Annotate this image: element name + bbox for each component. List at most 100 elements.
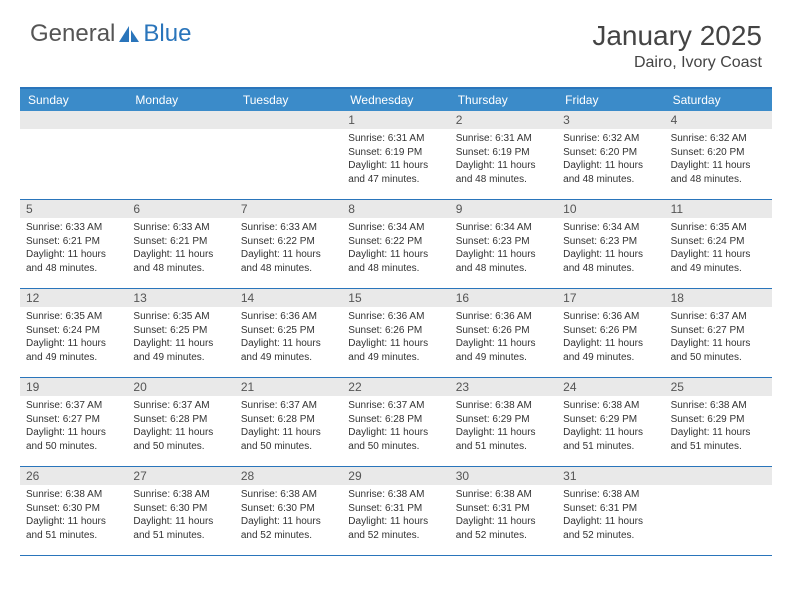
day-cell: 9Sunrise: 6:34 AMSunset: 6:23 PMDaylight… <box>450 200 557 288</box>
day-cell: 8Sunrise: 6:34 AMSunset: 6:22 PMDaylight… <box>342 200 449 288</box>
day-cell: 16Sunrise: 6:36 AMSunset: 6:26 PMDayligh… <box>450 289 557 377</box>
day-number: 13 <box>127 289 234 307</box>
day-number: 1 <box>342 111 449 129</box>
day-number: 4 <box>665 111 772 129</box>
day-details: Sunrise: 6:38 AMSunset: 6:29 PMDaylight:… <box>557 396 664 456</box>
day-number: 7 <box>235 200 342 218</box>
day-cell: 4Sunrise: 6:32 AMSunset: 6:20 PMDaylight… <box>665 111 772 199</box>
day-number: 28 <box>235 467 342 485</box>
day-number: 26 <box>20 467 127 485</box>
empty-day-number <box>127 111 234 129</box>
day-number: 18 <box>665 289 772 307</box>
month-title: January 2025 <box>592 20 762 52</box>
empty-day-number <box>235 111 342 129</box>
day-cell: 27Sunrise: 6:38 AMSunset: 6:30 PMDayligh… <box>127 467 234 555</box>
day-details: Sunrise: 6:38 AMSunset: 6:30 PMDaylight:… <box>127 485 234 545</box>
day-number: 3 <box>557 111 664 129</box>
day-number: 9 <box>450 200 557 218</box>
day-cell: 22Sunrise: 6:37 AMSunset: 6:28 PMDayligh… <box>342 378 449 466</box>
weeks-container: 1Sunrise: 6:31 AMSunset: 6:19 PMDaylight… <box>20 111 772 556</box>
day-cell: 19Sunrise: 6:37 AMSunset: 6:27 PMDayligh… <box>20 378 127 466</box>
day-number: 27 <box>127 467 234 485</box>
day-details: Sunrise: 6:37 AMSunset: 6:27 PMDaylight:… <box>20 396 127 456</box>
day-number: 22 <box>342 378 449 396</box>
day-number: 17 <box>557 289 664 307</box>
day-number: 24 <box>557 378 664 396</box>
day-cell: 17Sunrise: 6:36 AMSunset: 6:26 PMDayligh… <box>557 289 664 377</box>
weekday-header: Saturday <box>665 89 772 111</box>
day-number: 31 <box>557 467 664 485</box>
day-details: Sunrise: 6:33 AMSunset: 6:21 PMDaylight:… <box>20 218 127 278</box>
weekday-header: Sunday <box>20 89 127 111</box>
weekday-header-row: SundayMondayTuesdayWednesdayThursdayFrid… <box>20 89 772 111</box>
day-number: 11 <box>665 200 772 218</box>
day-cell <box>127 111 234 199</box>
day-details: Sunrise: 6:36 AMSunset: 6:26 PMDaylight:… <box>557 307 664 367</box>
day-details: Sunrise: 6:35 AMSunset: 6:24 PMDaylight:… <box>665 218 772 278</box>
day-details: Sunrise: 6:35 AMSunset: 6:24 PMDaylight:… <box>20 307 127 367</box>
logo-text-blue: Blue <box>143 20 191 48</box>
day-details: Sunrise: 6:34 AMSunset: 6:23 PMDaylight:… <box>557 218 664 278</box>
day-details: Sunrise: 6:32 AMSunset: 6:20 PMDaylight:… <box>665 129 772 189</box>
day-number: 10 <box>557 200 664 218</box>
day-details: Sunrise: 6:32 AMSunset: 6:20 PMDaylight:… <box>557 129 664 189</box>
day-cell: 7Sunrise: 6:33 AMSunset: 6:22 PMDaylight… <box>235 200 342 288</box>
day-cell <box>665 467 772 555</box>
day-cell: 5Sunrise: 6:33 AMSunset: 6:21 PMDaylight… <box>20 200 127 288</box>
day-cell: 3Sunrise: 6:32 AMSunset: 6:20 PMDaylight… <box>557 111 664 199</box>
day-details: Sunrise: 6:37 AMSunset: 6:28 PMDaylight:… <box>235 396 342 456</box>
empty-day-number <box>665 467 772 485</box>
day-details: Sunrise: 6:31 AMSunset: 6:19 PMDaylight:… <box>342 129 449 189</box>
day-details: Sunrise: 6:34 AMSunset: 6:23 PMDaylight:… <box>450 218 557 278</box>
header: General Blue January 2025 Dairo, Ivory C… <box>0 0 792 82</box>
day-details: Sunrise: 6:37 AMSunset: 6:28 PMDaylight:… <box>127 396 234 456</box>
day-number: 21 <box>235 378 342 396</box>
day-number: 23 <box>450 378 557 396</box>
day-cell: 2Sunrise: 6:31 AMSunset: 6:19 PMDaylight… <box>450 111 557 199</box>
day-cell: 6Sunrise: 6:33 AMSunset: 6:21 PMDaylight… <box>127 200 234 288</box>
day-details: Sunrise: 6:38 AMSunset: 6:31 PMDaylight:… <box>450 485 557 545</box>
day-number: 20 <box>127 378 234 396</box>
day-details: Sunrise: 6:37 AMSunset: 6:28 PMDaylight:… <box>342 396 449 456</box>
weekday-header: Wednesday <box>342 89 449 111</box>
day-cell: 20Sunrise: 6:37 AMSunset: 6:28 PMDayligh… <box>127 378 234 466</box>
day-details: Sunrise: 6:38 AMSunset: 6:29 PMDaylight:… <box>665 396 772 456</box>
day-number: 6 <box>127 200 234 218</box>
day-number: 8 <box>342 200 449 218</box>
day-details: Sunrise: 6:36 AMSunset: 6:26 PMDaylight:… <box>450 307 557 367</box>
day-details: Sunrise: 6:38 AMSunset: 6:31 PMDaylight:… <box>342 485 449 545</box>
weekday-header: Friday <box>557 89 664 111</box>
day-cell: 30Sunrise: 6:38 AMSunset: 6:31 PMDayligh… <box>450 467 557 555</box>
week-row: 26Sunrise: 6:38 AMSunset: 6:30 PMDayligh… <box>20 467 772 556</box>
day-cell: 13Sunrise: 6:35 AMSunset: 6:25 PMDayligh… <box>127 289 234 377</box>
day-details: Sunrise: 6:36 AMSunset: 6:25 PMDaylight:… <box>235 307 342 367</box>
day-cell: 18Sunrise: 6:37 AMSunset: 6:27 PMDayligh… <box>665 289 772 377</box>
day-details: Sunrise: 6:38 AMSunset: 6:30 PMDaylight:… <box>235 485 342 545</box>
day-number: 5 <box>20 200 127 218</box>
day-details: Sunrise: 6:35 AMSunset: 6:25 PMDaylight:… <box>127 307 234 367</box>
week-row: 19Sunrise: 6:37 AMSunset: 6:27 PMDayligh… <box>20 378 772 467</box>
day-cell: 12Sunrise: 6:35 AMSunset: 6:24 PMDayligh… <box>20 289 127 377</box>
day-details: Sunrise: 6:38 AMSunset: 6:31 PMDaylight:… <box>557 485 664 545</box>
location: Dairo, Ivory Coast <box>592 54 762 72</box>
day-number: 30 <box>450 467 557 485</box>
day-number: 25 <box>665 378 772 396</box>
day-cell: 29Sunrise: 6:38 AMSunset: 6:31 PMDayligh… <box>342 467 449 555</box>
day-number: 14 <box>235 289 342 307</box>
day-details: Sunrise: 6:31 AMSunset: 6:19 PMDaylight:… <box>450 129 557 189</box>
day-details: Sunrise: 6:34 AMSunset: 6:22 PMDaylight:… <box>342 218 449 278</box>
day-details: Sunrise: 6:38 AMSunset: 6:29 PMDaylight:… <box>450 396 557 456</box>
day-cell: 11Sunrise: 6:35 AMSunset: 6:24 PMDayligh… <box>665 200 772 288</box>
day-number: 12 <box>20 289 127 307</box>
day-cell: 25Sunrise: 6:38 AMSunset: 6:29 PMDayligh… <box>665 378 772 466</box>
sail-icon <box>119 26 139 42</box>
day-cell: 15Sunrise: 6:36 AMSunset: 6:26 PMDayligh… <box>342 289 449 377</box>
day-number: 2 <box>450 111 557 129</box>
day-cell: 24Sunrise: 6:38 AMSunset: 6:29 PMDayligh… <box>557 378 664 466</box>
week-row: 1Sunrise: 6:31 AMSunset: 6:19 PMDaylight… <box>20 111 772 200</box>
day-number: 19 <box>20 378 127 396</box>
calendar: SundayMondayTuesdayWednesdayThursdayFrid… <box>20 87 772 556</box>
day-cell: 26Sunrise: 6:38 AMSunset: 6:30 PMDayligh… <box>20 467 127 555</box>
week-row: 5Sunrise: 6:33 AMSunset: 6:21 PMDaylight… <box>20 200 772 289</box>
title-block: January 2025 Dairo, Ivory Coast <box>592 20 762 72</box>
